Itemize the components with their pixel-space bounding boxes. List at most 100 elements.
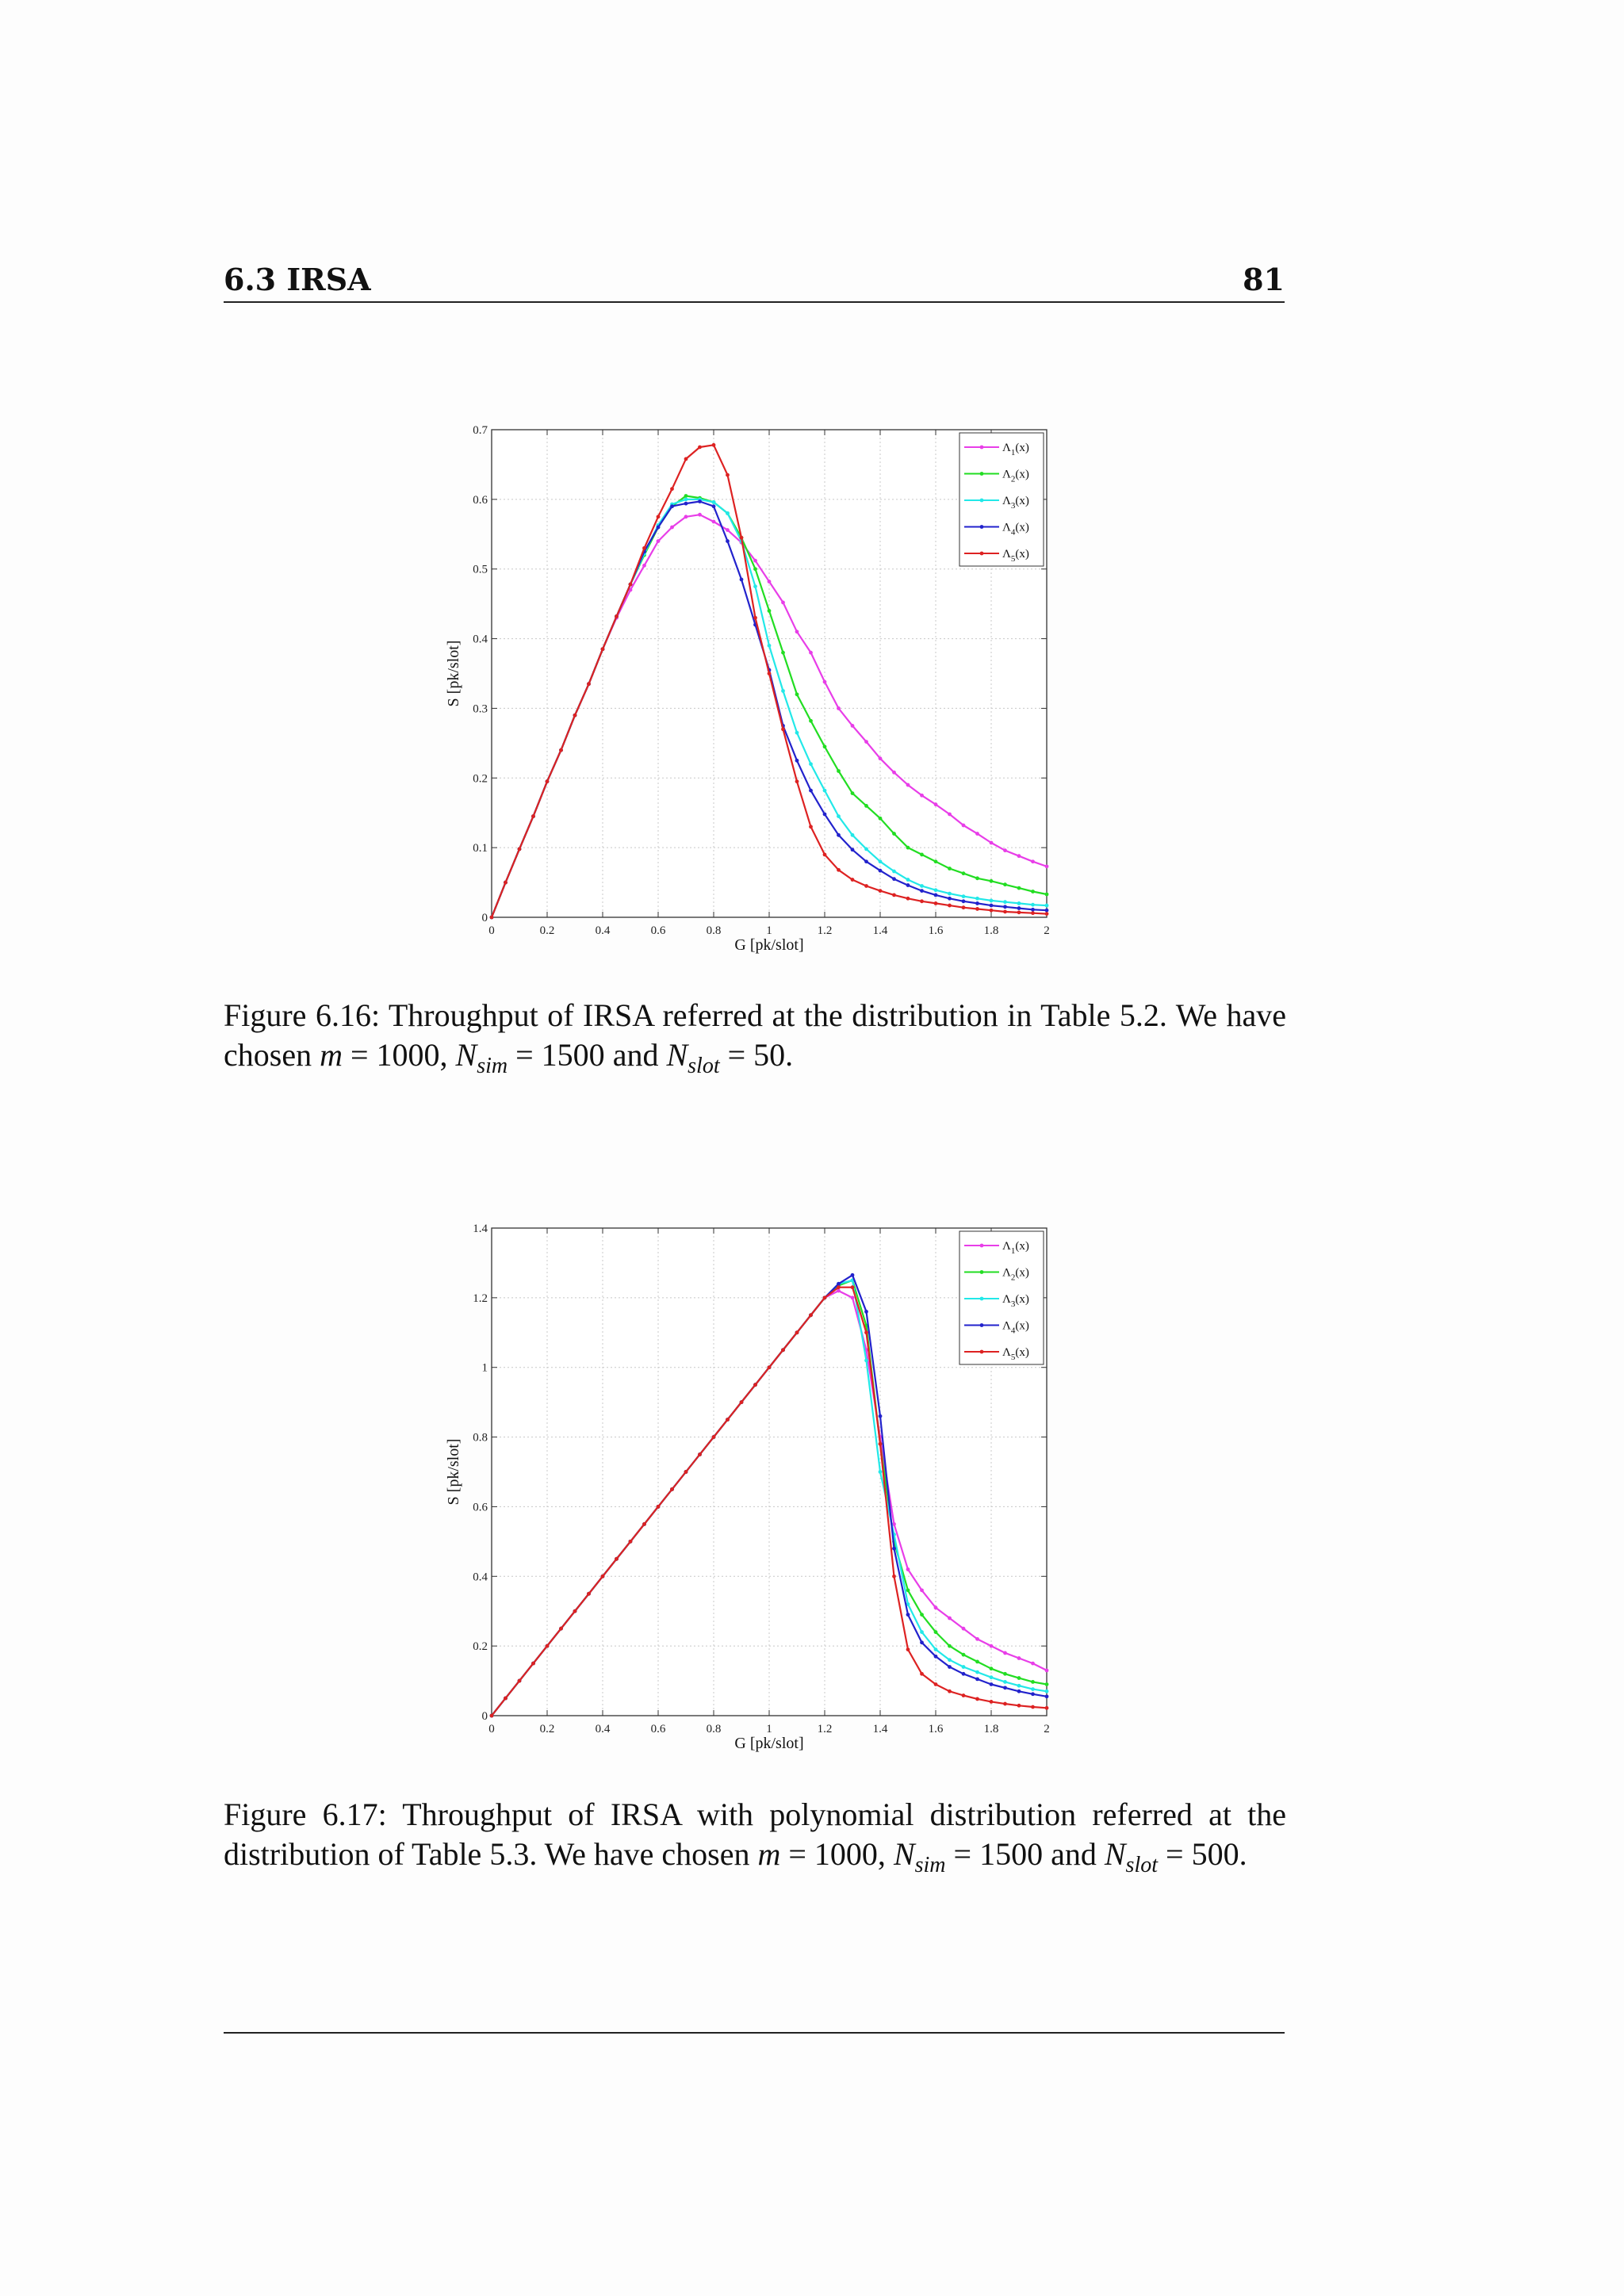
data-point-lambda5 [837, 867, 841, 872]
data-point-lambda1 [1044, 864, 1049, 869]
data-point-lambda1 [753, 558, 757, 563]
data-point-lambda2 [975, 1659, 979, 1664]
data-point-lambda5 [795, 1330, 799, 1335]
data-point-lambda3 [1017, 901, 1021, 905]
data-point-lambda1 [961, 823, 966, 828]
data-point-lambda4 [670, 504, 674, 509]
data-point-lambda3 [933, 1647, 938, 1651]
legend-marker-lambda3 [979, 498, 984, 503]
data-point-lambda3 [1017, 1683, 1021, 1688]
data-point-lambda3 [864, 847, 868, 851]
data-point-lambda4 [948, 1665, 952, 1669]
x-tick-label: 0.8 [707, 924, 722, 937]
data-point-lambda2 [933, 1630, 938, 1634]
data-point-lambda5 [600, 647, 605, 652]
legend-marker-lambda1 [979, 1243, 984, 1248]
legend-label-lambda3: Λ3(x) [1002, 1293, 1029, 1309]
data-point-lambda3 [711, 499, 716, 504]
y-tick-label: 0.5 [473, 564, 488, 576]
data-point-lambda5 [822, 852, 827, 857]
data-point-lambda5 [531, 1661, 535, 1666]
data-point-lambda1 [948, 812, 952, 817]
data-point-lambda1 [809, 650, 813, 655]
plot-background [492, 1228, 1047, 1716]
data-point-lambda2 [864, 804, 868, 808]
data-point-lambda5 [587, 1591, 591, 1596]
data-point-lambda5 [573, 1609, 577, 1613]
data-point-lambda5 [545, 779, 550, 784]
data-point-lambda4 [920, 889, 924, 894]
data-point-lambda3 [920, 884, 924, 888]
legend-marker-lambda1 [979, 445, 984, 450]
data-point-lambda3 [906, 878, 910, 882]
data-point-lambda5 [698, 1452, 702, 1456]
data-point-lambda5 [948, 1689, 952, 1693]
legend-label-lambda1: Λ1(x) [1002, 442, 1029, 457]
legend-marker-lambda3 [979, 1296, 984, 1301]
data-point-lambda5 [711, 442, 716, 447]
data-point-lambda2 [767, 609, 772, 613]
legend-label-lambda5: Λ5(x) [1002, 548, 1029, 564]
data-point-lambda5 [656, 515, 661, 519]
data-point-lambda5 [711, 1435, 716, 1439]
data-point-lambda4 [906, 883, 910, 887]
value-nslot: = 50. [727, 1037, 794, 1073]
data-point-lambda5 [878, 889, 883, 894]
data-point-lambda4 [961, 899, 966, 904]
legend-marker-lambda5 [979, 1349, 984, 1354]
caption-text: Throughput of IRSA referred at the distr… [388, 997, 1167, 1033]
data-point-lambda4 [878, 868, 883, 873]
data-point-lambda5 [1017, 910, 1021, 915]
x-tick-label: 1.8 [984, 1723, 999, 1735]
data-point-lambda5 [864, 884, 868, 888]
data-point-lambda3 [837, 814, 841, 819]
plot-frame [491, 1227, 1048, 1716]
data-point-lambda5 [933, 1682, 938, 1686]
data-point-lambda5 [822, 1295, 827, 1300]
legend-label-lambda4: Λ4(x) [1002, 1320, 1029, 1336]
data-point-lambda3 [767, 643, 772, 648]
data-point-lambda1 [711, 519, 716, 524]
data-point-lambda5 [989, 908, 994, 913]
data-point-lambda5 [517, 847, 522, 851]
data-point-lambda2 [781, 650, 785, 655]
data-point-lambda1 [1003, 1651, 1007, 1655]
data-point-lambda1 [837, 706, 841, 710]
legend-label-lambda2: Λ2(x) [1002, 1267, 1029, 1283]
data-point-lambda4 [933, 893, 938, 897]
data-point-lambda5 [920, 899, 924, 904]
x-tick-label: 0.6 [651, 1723, 666, 1735]
data-point-lambda1 [933, 1605, 938, 1610]
data-point-lambda5 [1031, 1705, 1035, 1709]
data-point-lambda4 [1017, 906, 1021, 910]
data-point-lambda5 [961, 905, 966, 910]
data-point-lambda4 [684, 501, 688, 506]
caption-line2: We have chosen [224, 997, 1287, 1073]
y-tick-label: 0.8 [473, 1432, 488, 1445]
data-point-lambda5 [809, 825, 813, 829]
data-point-lambda5 [878, 1441, 883, 1446]
data-point-lambda4 [933, 1654, 938, 1659]
value-nsim: = 1500 [953, 1836, 1044, 1872]
data-point-lambda1 [822, 679, 827, 684]
data-point-lambda5 [504, 880, 508, 885]
data-point-lambda1 [628, 587, 633, 592]
data-point-lambda5 [767, 1365, 772, 1370]
x-tick-label: 1.6 [929, 924, 944, 937]
footer-rule [224, 2032, 1285, 2034]
data-point-lambda3 [878, 859, 883, 864]
data-point-lambda2 [948, 867, 952, 871]
data-point-lambda2 [989, 1667, 994, 1671]
y-tick-label: 0.6 [473, 1501, 488, 1513]
data-point-lambda3 [1044, 903, 1049, 908]
data-point-lambda1 [795, 629, 799, 634]
data-point-lambda5 [1017, 1703, 1021, 1708]
data-point-lambda2 [795, 692, 799, 697]
caption-label: Figure 6.16: [224, 997, 381, 1033]
caption-text: Throughput of IRSA with polynomial distr… [224, 1797, 1286, 1872]
data-point-lambda5 [1044, 912, 1049, 916]
data-point-lambda4 [989, 1682, 994, 1686]
legend-label-lambda2: Λ2(x) [1002, 469, 1029, 484]
data-point-lambda4 [975, 1677, 979, 1682]
caption-label: Figure 6.17: [224, 1797, 387, 1832]
